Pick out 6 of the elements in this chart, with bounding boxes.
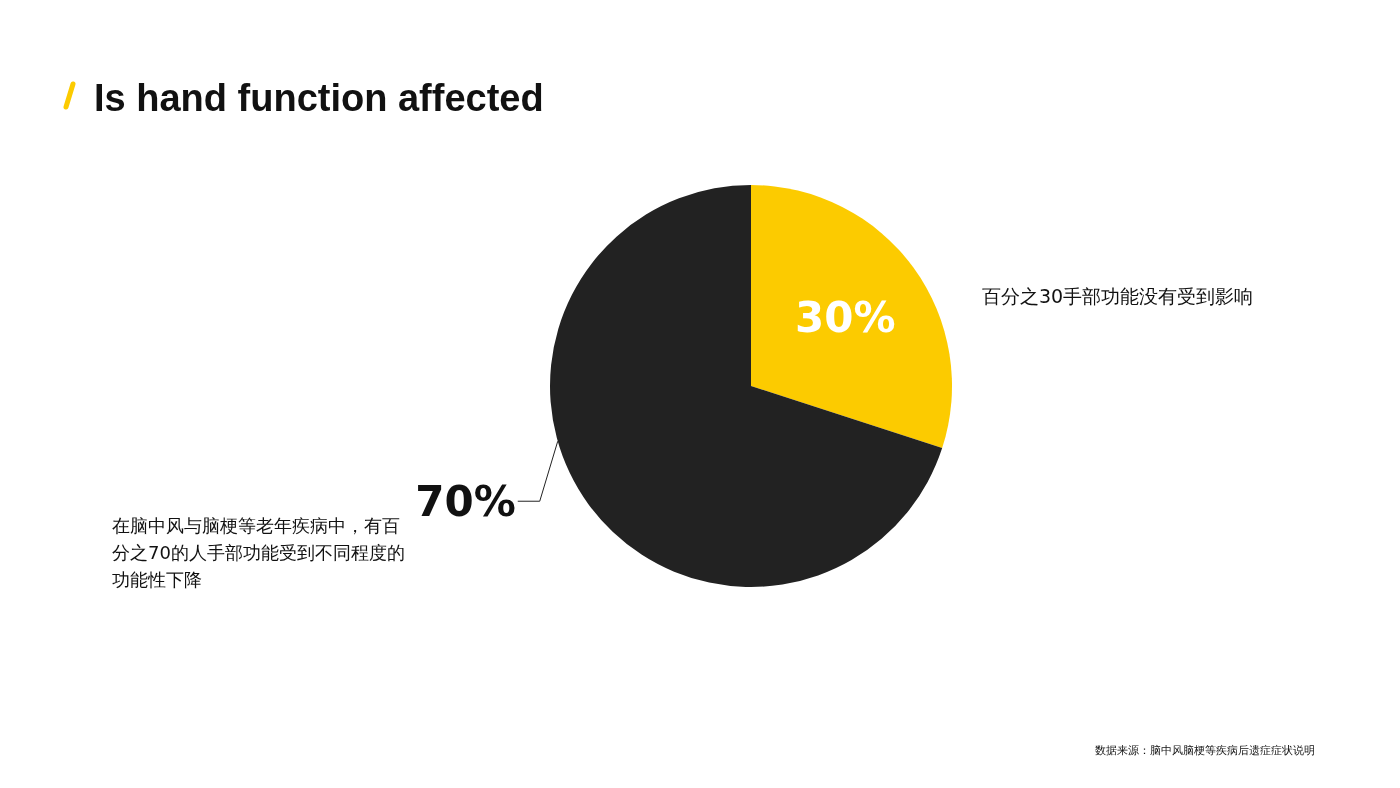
chart-title: Is hand function affected (94, 77, 544, 119)
text: 百分之30手部功能没有受到影响 (982, 284, 1255, 309)
source-note: 数据来源：脑中风脑梗等疾病后遗症症状说明 (1095, 743, 1316, 759)
data-label: 70% (415, 476, 516, 526)
data-label: 30% (795, 292, 896, 342)
text: 在脑中风与脑梗等老年疾病中，有百分之70的人手部功能受到不同程度的功能性下降 (112, 514, 406, 592)
